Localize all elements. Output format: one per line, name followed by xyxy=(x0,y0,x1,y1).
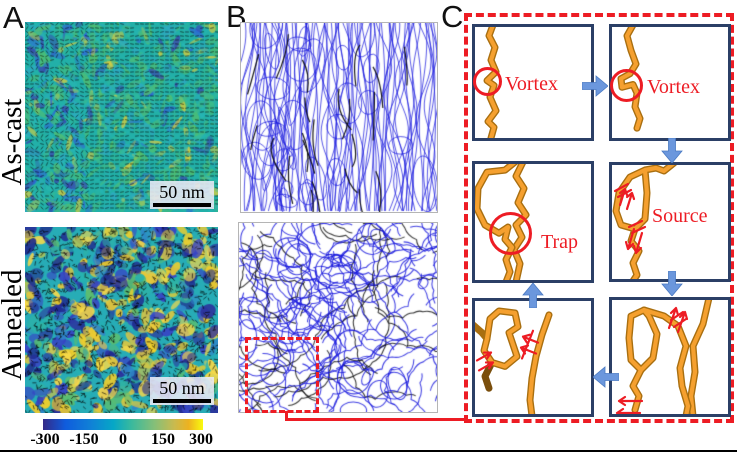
annealed-skeleton-image xyxy=(238,222,438,413)
scale-bar-annealed: 50 nm xyxy=(150,377,214,405)
colorbar-gradient xyxy=(43,419,203,430)
dislocation-arrows-icon xyxy=(475,329,540,372)
vortex-label: Vortex xyxy=(647,76,700,98)
dislocation-arrows-icon xyxy=(615,306,689,414)
flow-arrow-right-icon xyxy=(582,75,608,97)
vortex-circle-annotation xyxy=(473,67,502,96)
panel-c-letter: C xyxy=(441,0,464,34)
scale-bar-line xyxy=(153,399,211,403)
colorbar-tick: 300 xyxy=(189,431,213,448)
scale-bar-text: 50 nm xyxy=(159,378,205,398)
colorbar-tick: 150 xyxy=(151,431,175,448)
scale-bar-line xyxy=(153,203,211,207)
as-cast-skeleton-image xyxy=(240,22,438,213)
flow-arrow-up-icon xyxy=(522,283,544,308)
bottom-rule xyxy=(0,450,737,452)
mechanism-box-loop-after xyxy=(472,298,594,417)
trap-label: Trap xyxy=(541,231,579,253)
colorbar-ticks: -300 -150 0 150 300 xyxy=(0,431,240,451)
mechanism-box-source xyxy=(609,162,731,282)
vortex-label: Vortex xyxy=(505,73,558,95)
scale-bar-as-cast: 50 nm xyxy=(150,181,214,209)
as-cast-vector-map-image xyxy=(25,22,218,212)
polymer-chain-drawing xyxy=(612,165,677,279)
roi-highlight-box xyxy=(245,337,319,413)
polymer-chain-drawing xyxy=(615,300,713,414)
vortex-circle-annotation xyxy=(610,69,643,102)
flow-arrow-down-icon xyxy=(661,138,683,163)
as-cast-row-label: As-cast xyxy=(0,98,28,186)
scale-bar-text: 50 nm xyxy=(159,182,205,202)
trap-circle-annotation xyxy=(489,212,532,255)
dislocation-arrows-icon xyxy=(613,182,647,255)
panel-a-letter: A xyxy=(3,0,24,35)
mechanism-box-loop-before xyxy=(609,297,731,417)
panel-c-dashed-border xyxy=(464,13,734,423)
flow-arrow-left-icon xyxy=(593,366,619,388)
roi-connector-line-vertical xyxy=(285,411,288,421)
colorbar-tick: -150 xyxy=(69,431,99,448)
flow-arrow-down-icon xyxy=(661,271,683,296)
colorbar-tick: 0 xyxy=(119,431,127,448)
annealed-row-label: Annealed xyxy=(0,269,28,381)
mechanism-box-vortex-1 xyxy=(472,24,594,141)
polymer-chain-drawing xyxy=(475,307,553,414)
source-label: Source xyxy=(652,205,708,227)
colorbar-tick: -300 xyxy=(30,431,60,448)
mechanism-box-trap xyxy=(472,161,594,283)
roi-connector-line-horizontal xyxy=(285,418,468,421)
